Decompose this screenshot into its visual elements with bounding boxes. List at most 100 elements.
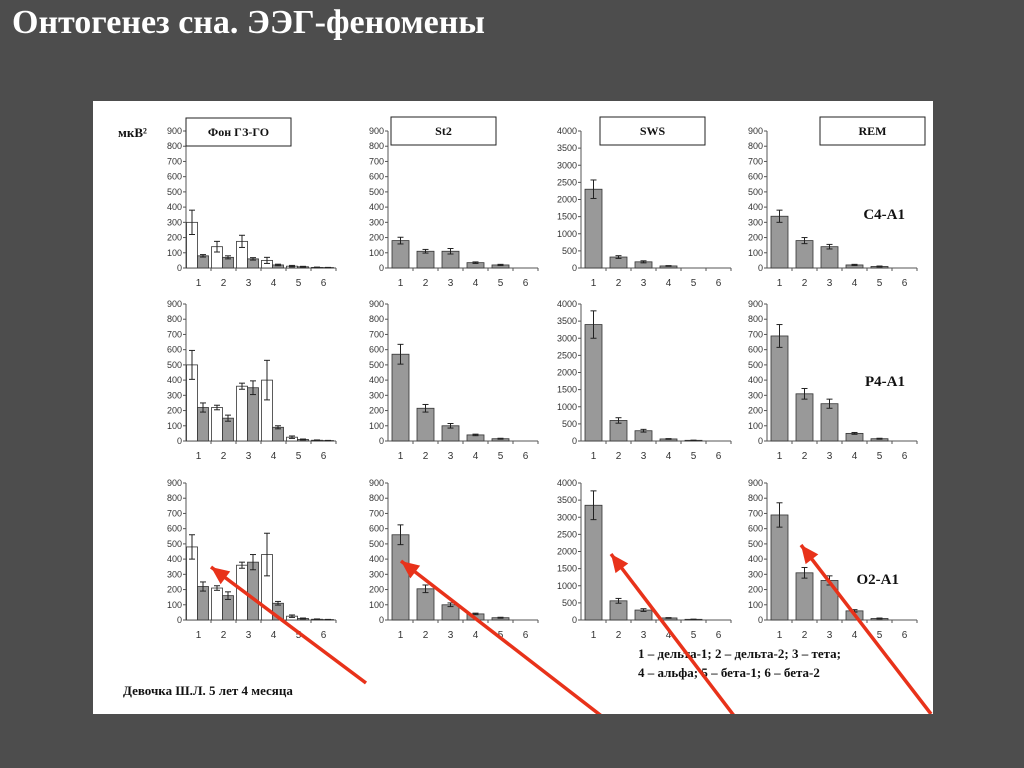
bar-open [211, 587, 223, 621]
y-tick-label: 3000 [557, 512, 577, 522]
x-tick-label: 4 [852, 278, 858, 289]
bar-open [211, 407, 223, 442]
y-tick-label: 400 [167, 554, 182, 564]
bar-filled [820, 246, 839, 269]
x-tick-label: 3 [448, 451, 454, 462]
x-tick-label: 6 [716, 630, 722, 641]
x-tick-label: 1 [398, 278, 404, 289]
x-tick-label: 3 [641, 630, 647, 641]
x-tick-label: 6 [902, 451, 908, 462]
bar-filled [820, 580, 839, 621]
bar-filled [795, 572, 814, 621]
y-tick-label: 300 [748, 390, 763, 400]
bar-filled [770, 335, 789, 442]
column-title: SWS [640, 124, 666, 138]
x-tick-label: 5 [877, 630, 883, 641]
bar-filled [391, 534, 410, 621]
x-tick-label: 6 [902, 630, 908, 641]
y-tick-label: 0 [572, 263, 577, 273]
x-tick-label: 2 [802, 630, 808, 641]
y-tick-label: 800 [167, 493, 182, 503]
y-tick-label: 500 [167, 360, 182, 370]
chart-panel: 0 100 200 300 400 500 600 700 800 900 1 2 3 4 5 6 [369, 299, 539, 462]
y-tick-label: 3500 [557, 143, 577, 153]
y-tick-label: 900 [369, 478, 384, 488]
y-tick-label: 400 [167, 375, 182, 385]
x-tick-label: 1 [398, 630, 404, 641]
y-tick-label: 0 [177, 263, 182, 273]
y-tick-label: 200 [167, 585, 182, 595]
y-tick-label: 500 [167, 187, 182, 197]
y-tick-label: 0 [379, 615, 384, 625]
y-tick-label: 600 [748, 172, 763, 182]
column-title-box [819, 116, 926, 146]
y-tick-label: 100 [167, 248, 182, 258]
x-tick-label: 2 [221, 630, 227, 641]
y-unit-label: мкВ² [118, 125, 147, 140]
x-tick-label: 3 [246, 451, 252, 462]
y-tick-label: 200 [167, 233, 182, 243]
x-tick-label: 4 [666, 278, 672, 289]
y-tick-label: 100 [748, 248, 763, 258]
bar-filled [416, 588, 435, 621]
chart-panel: 0 500 1000 1500 2000 2500 3000 3500 4000 1 2 3 4 5 6 [557, 126, 732, 289]
y-tick-label: 0 [758, 436, 763, 446]
y-tick-label: 0 [758, 615, 763, 625]
column-title: St2 [435, 124, 452, 138]
y-tick-label: 300 [748, 217, 763, 227]
y-tick-label: 0 [379, 263, 384, 273]
y-tick-label: 300 [167, 390, 182, 400]
x-tick-label: 3 [448, 630, 454, 641]
column-title-box [185, 117, 292, 147]
x-tick-label: 2 [616, 278, 622, 289]
y-tick-label: 0 [758, 263, 763, 273]
y-tick-label: 500 [562, 246, 577, 256]
chart-panel: 0 500 1000 1500 2000 2500 3000 3500 4000 1 2 3 4 5 6 [557, 299, 732, 462]
y-tick-label: 400 [369, 202, 384, 212]
y-tick-label: 1000 [557, 402, 577, 412]
y-tick-label: 1000 [557, 229, 577, 239]
y-tick-label: 1000 [557, 581, 577, 591]
y-tick-label: 500 [369, 539, 384, 549]
x-tick-label: 1 [196, 451, 202, 462]
y-tick-label: 100 [369, 248, 384, 258]
x-tick-label: 6 [716, 278, 722, 289]
y-tick-label: 600 [167, 172, 182, 182]
column-title: REM [859, 124, 887, 138]
x-tick-label: 4 [666, 451, 672, 462]
y-tick-label: 200 [748, 406, 763, 416]
y-tick-label: 400 [748, 375, 763, 385]
x-tick-label: 4 [852, 451, 858, 462]
y-tick-label: 4000 [557, 126, 577, 136]
row-label: C4-A1 [863, 207, 905, 223]
legend-line: 1 – дельта-1; 2 – дельта-2; 3 – тета; [638, 646, 841, 661]
y-tick-label: 100 [167, 600, 182, 610]
y-tick-label: 200 [369, 233, 384, 243]
y-tick-label: 400 [748, 554, 763, 564]
y-tick-label: 700 [369, 508, 384, 518]
y-tick-label: 500 [748, 187, 763, 197]
y-tick-label: 500 [369, 360, 384, 370]
y-tick-label: 300 [167, 217, 182, 227]
y-tick-label: 200 [167, 406, 182, 416]
y-tick-label: 800 [369, 493, 384, 503]
legend-line: 4 – альфа; 5 – бета-1; 6 – бета-2 [638, 665, 820, 680]
y-tick-label: 2500 [557, 177, 577, 187]
bar-filled [584, 324, 603, 442]
y-tick-label: 300 [369, 569, 384, 579]
y-tick-label: 100 [369, 421, 384, 431]
column-title-box [390, 116, 497, 146]
y-tick-label: 3000 [557, 333, 577, 343]
y-tick-label: 600 [748, 345, 763, 355]
chart-panel: 0 500 1000 1500 2000 2500 3000 3500 4000 1 2 3 4 5 6 [557, 478, 732, 641]
y-tick-label: 0 [177, 436, 182, 446]
y-tick-label: 600 [748, 524, 763, 534]
y-tick-label: 400 [369, 375, 384, 385]
x-tick-label: 6 [523, 630, 529, 641]
y-tick-label: 600 [167, 345, 182, 355]
y-tick-label: 100 [748, 600, 763, 610]
bar-filled [584, 504, 603, 621]
x-tick-label: 3 [246, 630, 252, 641]
y-tick-label: 900 [748, 126, 763, 136]
x-tick-label: 3 [246, 278, 252, 289]
